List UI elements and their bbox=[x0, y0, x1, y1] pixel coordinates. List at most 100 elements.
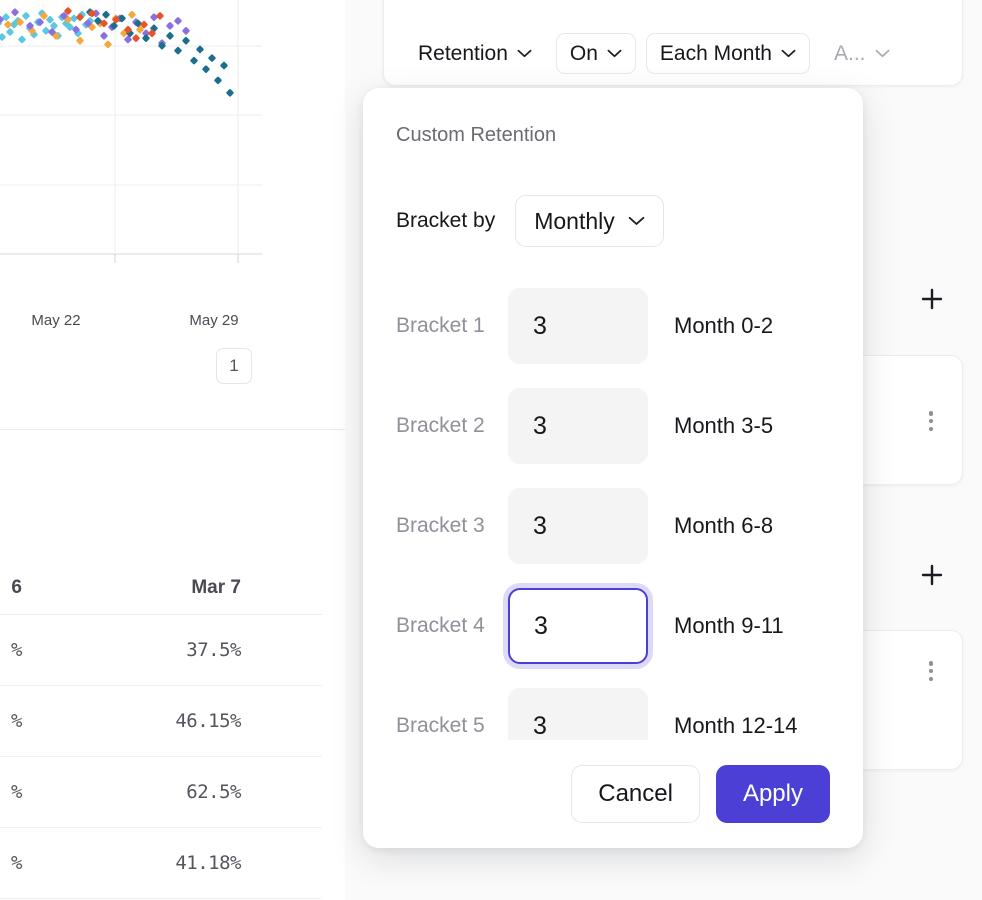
scatter-point bbox=[66, 23, 74, 31]
scatter-point bbox=[50, 22, 58, 30]
bracket-by-label: Bracket by bbox=[396, 209, 496, 232]
bracket-range-label: Month 9-11 bbox=[674, 613, 784, 638]
scatter-point bbox=[72, 25, 80, 34]
table-cell: 41.18% bbox=[175, 852, 241, 874]
scatter-point bbox=[150, 13, 158, 21]
scatter-point bbox=[6, 28, 14, 36]
pill-attribution[interactable]: A... bbox=[820, 33, 904, 74]
scatter-point bbox=[110, 22, 118, 30]
scatter-point bbox=[11, 8, 19, 16]
scatter-point bbox=[40, 12, 48, 20]
cancel-button[interactable]: Cancel bbox=[571, 765, 700, 823]
bracket-by-row: Bracket by Monthly bbox=[396, 195, 664, 247]
x-tick-label: May 29 bbox=[189, 312, 239, 329]
bracket-value-input[interactable]: 3 bbox=[508, 288, 648, 364]
bracket-row: Bracket 1 3 Month 0-2 bbox=[396, 288, 773, 364]
scatter-point bbox=[100, 32, 108, 40]
table-header-row: 6 Mar 7 bbox=[0, 561, 322, 615]
scatter-point bbox=[208, 54, 216, 62]
apply-button[interactable]: Apply bbox=[715, 765, 830, 823]
table-row: % 62.5% bbox=[0, 757, 322, 828]
retention-chart-card: May 22 May 29 1 bbox=[0, 0, 345, 430]
bracket-value-input-focused[interactable]: 3 bbox=[508, 588, 648, 664]
bracket-range-label: Month 0-2 bbox=[674, 313, 774, 338]
table-row: % 46.15% bbox=[0, 686, 322, 757]
scatter-point bbox=[134, 19, 142, 28]
bracket-value-input[interactable]: 3 bbox=[508, 488, 648, 564]
bracket-value-input[interactable]: 3 bbox=[508, 388, 648, 464]
scatter-point bbox=[182, 36, 190, 45]
x-axis-labels: May 22 May 29 bbox=[0, 312, 300, 338]
bracket-label: Bracket 5 bbox=[396, 714, 485, 737]
scatter-point bbox=[158, 41, 166, 50]
scatter-point bbox=[18, 35, 26, 44]
kebab-dot bbox=[928, 411, 934, 416]
bracket-range-label: Month 6-8 bbox=[674, 513, 774, 538]
scatter-point bbox=[132, 34, 140, 42]
bracket-list[interactable]: Bracket 1 3 Month 0-2 Bracket 2 3 Month … bbox=[363, 284, 863, 804]
scatter-point bbox=[60, 12, 68, 20]
plus-icon bbox=[921, 564, 943, 586]
add-step-button[interactable] bbox=[919, 286, 945, 312]
pill-each-month[interactable]: Each Month bbox=[645, 33, 810, 74]
table-row: % 41.18% bbox=[0, 828, 322, 899]
scatter-point bbox=[26, 22, 34, 30]
scatter-point bbox=[214, 76, 222, 85]
scatter-point bbox=[124, 35, 132, 44]
table-row: % 37.5% bbox=[0, 615, 322, 686]
scatter-point bbox=[0, 33, 6, 41]
scatter-point bbox=[174, 46, 182, 55]
scatter-point bbox=[136, 25, 144, 34]
more-options-button[interactable] bbox=[920, 658, 942, 684]
bracket-by-value: Monthly bbox=[534, 207, 615, 234]
bracket-range-label: Month 3-5 bbox=[674, 413, 774, 438]
add-step-button[interactable] bbox=[919, 562, 945, 588]
bracket-by-select[interactable]: Monthly bbox=[515, 195, 664, 247]
retention-table: 6 Mar 7 % 37.5% % 46.15% % 62.5% % 41. bbox=[0, 561, 322, 899]
pill-label: A... bbox=[834, 41, 866, 65]
scatter-point bbox=[174, 17, 182, 25]
chevron-down-icon bbox=[607, 49, 622, 58]
more-options-button[interactable] bbox=[920, 408, 942, 434]
retention-table-card: 6 Mar 7 % 37.5% % 46.15% % 62.5% % 41. bbox=[0, 431, 345, 900]
scatter-point bbox=[118, 14, 126, 23]
scatter-point bbox=[148, 29, 156, 38]
scatter-point bbox=[190, 56, 198, 65]
scatter-point bbox=[76, 36, 84, 45]
scatter-point bbox=[196, 45, 204, 54]
scatter-point bbox=[16, 18, 24, 26]
table-scrollbar[interactable] bbox=[325, 561, 336, 900]
chevron-down-icon bbox=[517, 49, 532, 58]
scatter-point bbox=[88, 9, 96, 18]
scatter-point bbox=[2, 13, 10, 21]
scatter-point bbox=[22, 12, 30, 20]
table-cell: 62.5% bbox=[186, 781, 241, 803]
scatter-point bbox=[202, 65, 210, 73]
bracket-label: Bracket 3 bbox=[396, 514, 485, 537]
x-tick-label: May 22 bbox=[31, 312, 81, 329]
chevron-down-icon bbox=[781, 49, 796, 58]
bracket-label: Bracket 1 bbox=[396, 314, 485, 337]
scatter-point bbox=[64, 7, 72, 15]
pill-on[interactable]: On bbox=[555, 33, 636, 74]
table-cell: 46.15% bbox=[175, 710, 241, 732]
kebab-dot bbox=[928, 418, 934, 424]
scatter-point bbox=[42, 27, 50, 35]
scatter-point bbox=[156, 12, 164, 20]
scatter-point bbox=[142, 34, 150, 42]
table-header-cell: 6 bbox=[11, 576, 22, 598]
scatter-point bbox=[166, 32, 174, 40]
bracket-row: Bracket 3 3 Month 6-8 bbox=[396, 488, 773, 564]
chevron-down-icon bbox=[628, 216, 645, 225]
pill-label: On bbox=[569, 41, 598, 65]
scatter-point bbox=[220, 61, 228, 70]
query-pill-row: Retention On Each Month bbox=[404, 33, 904, 74]
scatter-point bbox=[128, 10, 136, 19]
chart-page-number[interactable]: 1 bbox=[216, 348, 252, 384]
kebab-dot bbox=[928, 426, 934, 431]
modal-title: Custom Retention bbox=[396, 124, 557, 146]
pill-retention[interactable]: Retention bbox=[404, 33, 546, 74]
scatter-point bbox=[166, 22, 174, 30]
scatter-point bbox=[104, 40, 112, 49]
